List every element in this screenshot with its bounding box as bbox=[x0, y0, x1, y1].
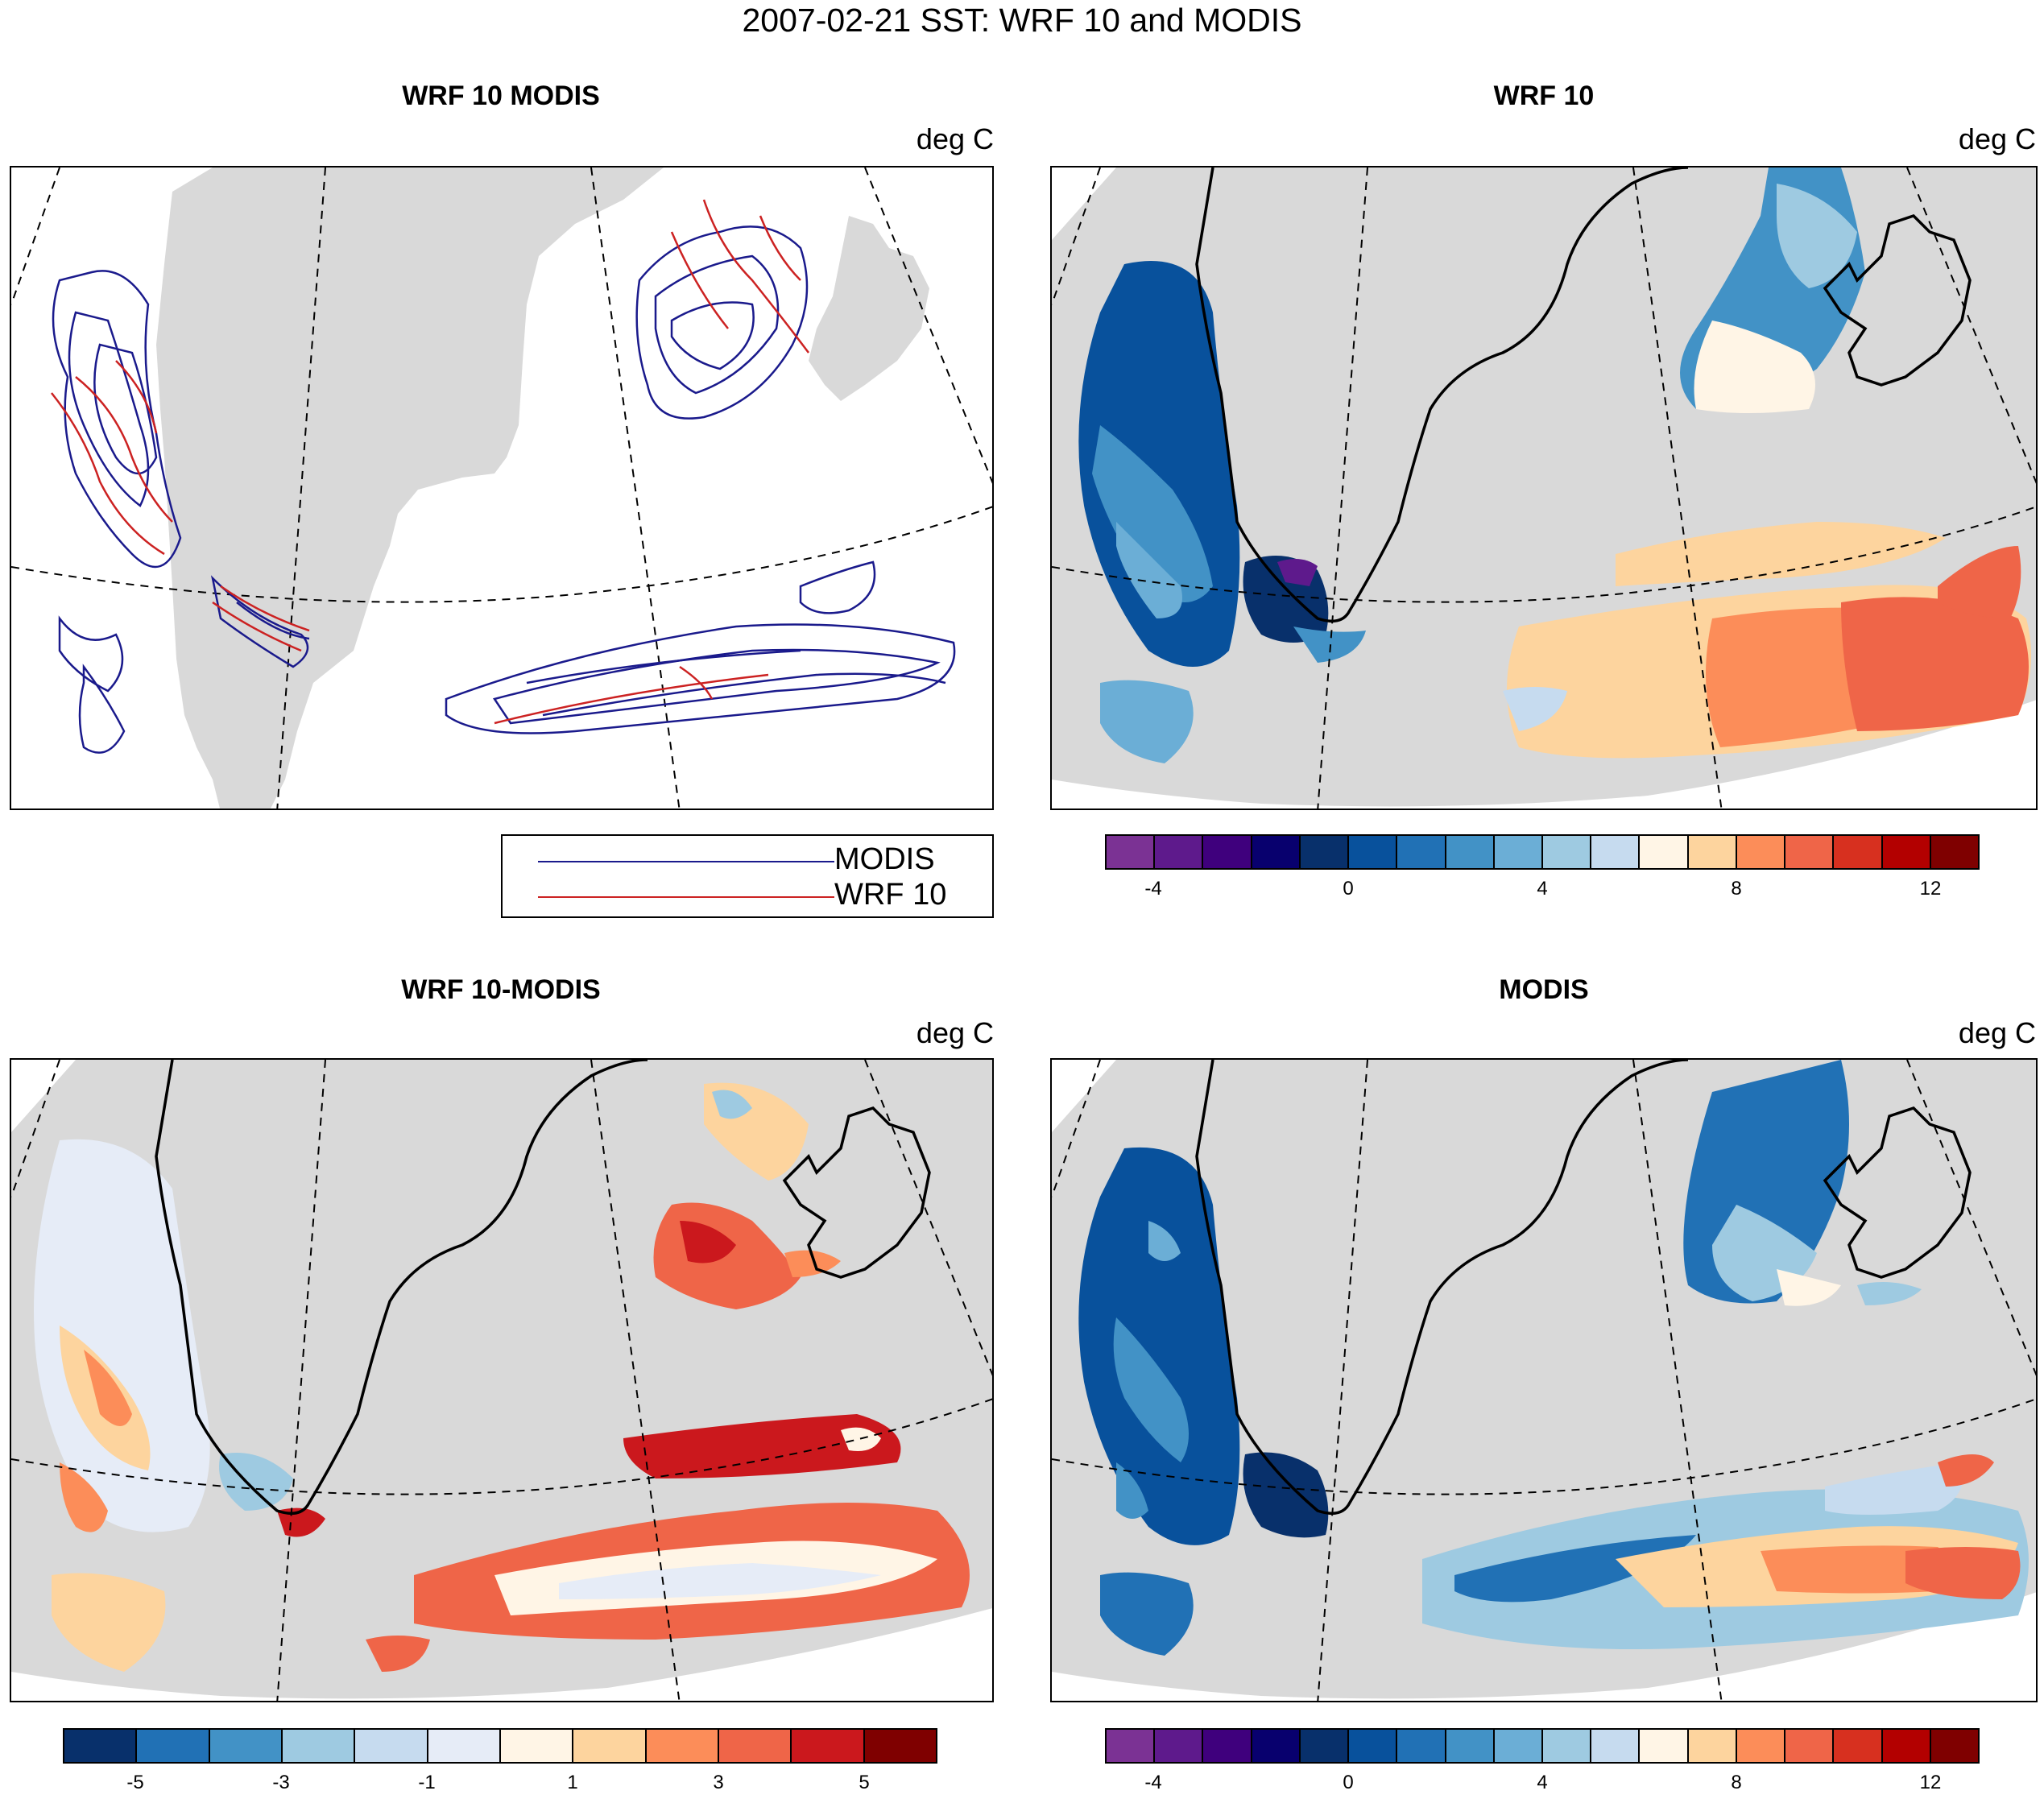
colorbar-diff-tick: -1 bbox=[418, 1772, 436, 1793]
panel-title-wrf: WRF 10 bbox=[1493, 81, 1595, 111]
modis-cold-west bbox=[1078, 1147, 1240, 1545]
colorbar-diff-cell bbox=[209, 1730, 283, 1762]
colorbar-diff-cell bbox=[355, 1730, 428, 1762]
colorbar-modis-cell bbox=[1494, 1730, 1543, 1762]
colorbar-wrf-tick: 12 bbox=[1919, 878, 1942, 900]
colorbar-wrf-cell bbox=[1591, 836, 1641, 868]
legend-line-wrf bbox=[538, 896, 834, 898]
colorbar-diff-cell bbox=[282, 1730, 356, 1762]
colorbar-wrf-cell bbox=[1834, 836, 1883, 868]
colorbar-modis-cell bbox=[1736, 1730, 1786, 1762]
wrf-cold-west-inner bbox=[1092, 425, 1213, 602]
colorbar-wrf bbox=[1105, 834, 1980, 870]
colorbar-wrf-cell bbox=[1640, 836, 1689, 868]
legend-label-modis: MODIS bbox=[834, 842, 935, 876]
modis-sst-map-svg bbox=[1052, 1060, 2036, 1701]
colorbar-wrf-cell bbox=[1155, 836, 1204, 868]
colorbar-wrf-cell bbox=[1688, 836, 1737, 868]
difference-map bbox=[10, 1058, 994, 1702]
colorbar-diff-tick: -5 bbox=[126, 1772, 144, 1793]
colorbar-wrf-cell bbox=[1252, 836, 1301, 868]
colorbar-wrf-cell bbox=[1930, 836, 1978, 868]
colorbar-modis-tick: 4 bbox=[1537, 1772, 1548, 1793]
legend-label-wrf: WRF 10 bbox=[834, 878, 947, 912]
units-label-contours: deg C bbox=[916, 122, 994, 155]
colorbar-wrf-cell bbox=[1397, 836, 1446, 868]
colorbar-modis-tick: -4 bbox=[1144, 1772, 1162, 1793]
colorbar-wrf-cell bbox=[1107, 836, 1156, 868]
colorbar-diff-cell bbox=[64, 1730, 138, 1762]
colorbar-diff-tick: 3 bbox=[713, 1772, 724, 1793]
colorbar-wrf-cell bbox=[1203, 836, 1252, 868]
units-label-diff: deg C bbox=[916, 1016, 994, 1049]
colorbar-wrf-cell bbox=[1349, 836, 1398, 868]
colorbar-diff-tick: -3 bbox=[272, 1772, 290, 1793]
colorbar-wrf-cell bbox=[1542, 836, 1592, 868]
colorbar-modis-tick: 8 bbox=[1731, 1772, 1742, 1793]
colorbar-wrf-cell bbox=[1882, 836, 1931, 868]
wrf-sst-map-svg bbox=[1052, 167, 2036, 809]
colorbar-wrf-cell bbox=[1300, 836, 1350, 868]
colorbar-modis bbox=[1105, 1728, 1980, 1764]
colorbar-modis-cell bbox=[1107, 1730, 1156, 1762]
panel-title-contours: WRF 10 MODIS bbox=[402, 81, 600, 111]
colorbar-modis-cell bbox=[1252, 1730, 1301, 1762]
colorbar-modis-cell bbox=[1688, 1730, 1737, 1762]
units-label-modis: deg C bbox=[1958, 1016, 2036, 1049]
colorbar-wrf-tick: 4 bbox=[1537, 878, 1548, 900]
panel-title-modis: MODIS bbox=[1499, 974, 1589, 1005]
colorbar-modis-cell bbox=[1397, 1730, 1446, 1762]
colorbar-diff-cell bbox=[500, 1730, 574, 1762]
colorbar-modis-tick: 0 bbox=[1343, 1772, 1354, 1793]
contour-map bbox=[10, 166, 994, 810]
colorbar-diff-tick: 1 bbox=[567, 1772, 578, 1793]
colorbar-diff bbox=[63, 1728, 937, 1764]
line-legend: MODIS WRF 10 bbox=[501, 834, 994, 918]
colorbar-wrf-cell bbox=[1736, 836, 1786, 868]
colorbar-modis-cell bbox=[1542, 1730, 1592, 1762]
colorbar-wrf-tick: -4 bbox=[1144, 878, 1162, 900]
colorbar-diff-cell bbox=[864, 1730, 936, 1762]
colorbar-wrf-tick: 0 bbox=[1343, 878, 1354, 900]
colorbar-modis-cell bbox=[1446, 1730, 1495, 1762]
colorbar-wrf-cell bbox=[1785, 836, 1835, 868]
figure-title: 2007-02-21 SST: WRF 10 and MODIS bbox=[742, 2, 1302, 39]
colorbar-diff-cell bbox=[137, 1730, 210, 1762]
colorbar-diff-tick: 5 bbox=[859, 1772, 870, 1793]
legend-line-modis bbox=[538, 861, 834, 862]
colorbar-diff-cell bbox=[718, 1730, 792, 1762]
diff-west-pale bbox=[34, 1139, 210, 1532]
colorbar-modis-cell bbox=[1834, 1730, 1883, 1762]
colorbar-diff-cell bbox=[573, 1730, 647, 1762]
colorbar-wrf-cell bbox=[1494, 836, 1543, 868]
colorbar-modis-cell bbox=[1591, 1730, 1641, 1762]
units-label-wrf: deg C bbox=[1958, 122, 2036, 155]
colorbar-modis-cell bbox=[1930, 1730, 1978, 1762]
coastlines bbox=[1195, 167, 1972, 623]
panel-title-diff: WRF 10-MODIS bbox=[401, 974, 601, 1005]
iceland-land bbox=[809, 216, 929, 401]
colorbar-modis-cell bbox=[1300, 1730, 1350, 1762]
colorbar-modis-cell bbox=[1785, 1730, 1835, 1762]
colorbar-diff-cell bbox=[792, 1730, 865, 1762]
colorbar-modis-cell bbox=[1155, 1730, 1204, 1762]
colorbar-wrf-cell bbox=[1446, 836, 1495, 868]
colorbar-wrf-tick: 8 bbox=[1731, 878, 1742, 900]
colorbar-diff-cell bbox=[646, 1730, 719, 1762]
wrf-sst-map bbox=[1050, 166, 2038, 810]
colorbar-modis-cell bbox=[1349, 1730, 1398, 1762]
wrf-contours bbox=[51, 199, 809, 725]
contour-map-svg bbox=[11, 167, 992, 809]
difference-map-svg bbox=[11, 1060, 992, 1701]
colorbar-modis-cell bbox=[1882, 1730, 1931, 1762]
modis-sst-map bbox=[1050, 1058, 2038, 1702]
colorbar-diff-cell bbox=[428, 1730, 501, 1762]
colorbar-modis-cell bbox=[1203, 1730, 1252, 1762]
colorbar-modis-tick: 12 bbox=[1919, 1772, 1942, 1793]
colorbar-modis-cell bbox=[1640, 1730, 1689, 1762]
greenland-land bbox=[156, 167, 664, 809]
